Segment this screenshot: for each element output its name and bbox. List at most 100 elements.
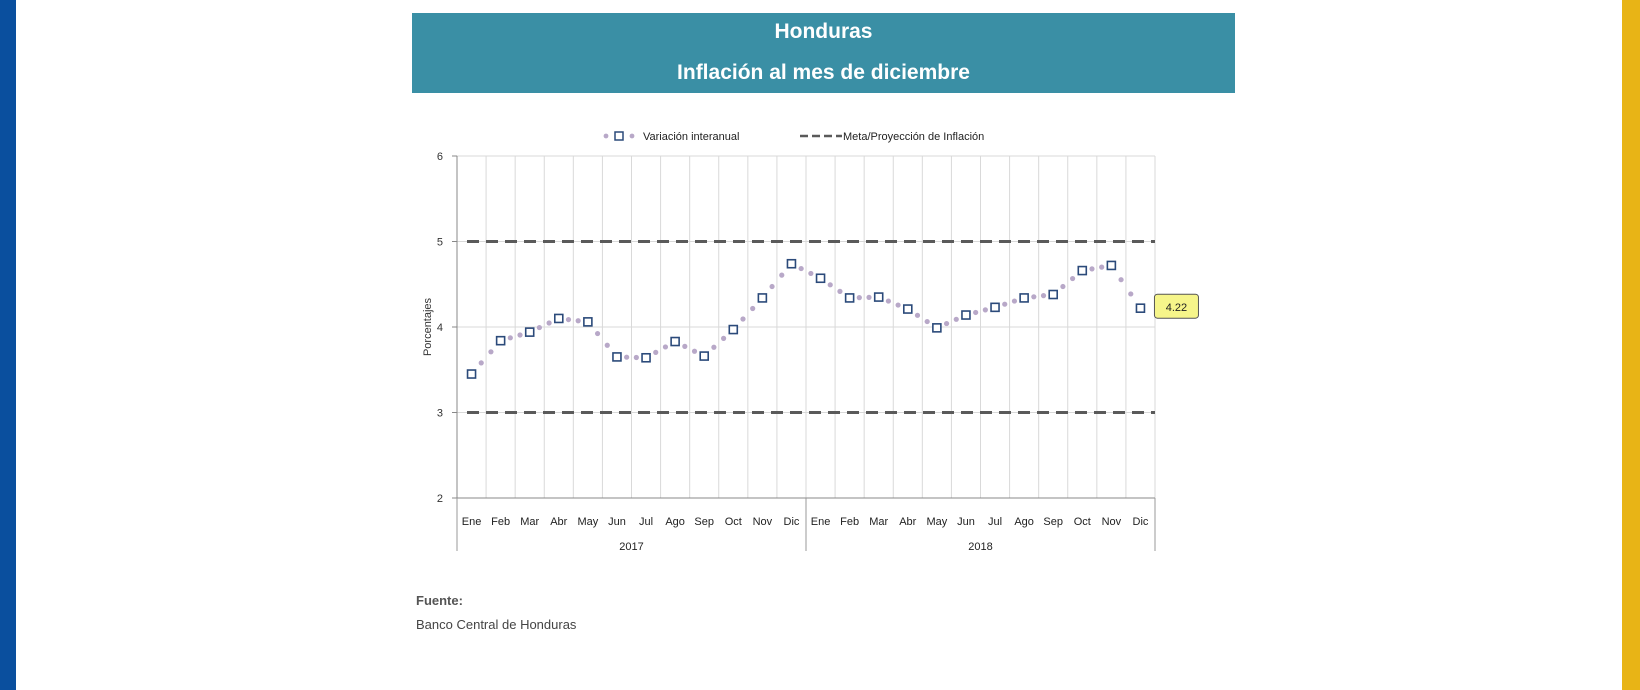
source-text: Banco Central de Honduras	[416, 617, 577, 632]
connector-dot	[1099, 264, 1105, 270]
connector-dot	[624, 354, 630, 360]
connector-dot	[478, 360, 484, 366]
connector-dot	[973, 309, 979, 316]
data-point-marker	[728, 324, 739, 335]
y-tick-label: 3	[437, 408, 443, 420]
x-tick-label: Oct	[725, 516, 742, 528]
connector-dot	[1040, 293, 1047, 299]
connector-dot	[633, 354, 639, 361]
data-point-marker	[1106, 260, 1117, 271]
x-tick-label: Mar	[869, 516, 888, 528]
x-tick-label: Abr	[899, 516, 916, 528]
connector-dot	[720, 335, 727, 341]
data-point-marker	[932, 323, 942, 333]
group-label: 2017	[619, 541, 643, 553]
data-point-marker	[1077, 265, 1088, 276]
connector-dot	[827, 282, 833, 288]
connector-dot	[662, 344, 669, 350]
data-point-marker	[524, 327, 535, 337]
data-point-marker	[990, 302, 1000, 313]
x-tick-label: Abr	[550, 516, 567, 528]
data-point-marker	[961, 310, 971, 320]
legend-dot	[629, 133, 635, 139]
x-tick-label: Mar	[520, 516, 539, 528]
connector-dot	[1060, 283, 1066, 290]
legend-marker-icon	[614, 131, 624, 141]
connector-dot	[575, 318, 581, 324]
x-tick-label: Jun	[608, 516, 626, 528]
x-tick-label: Ago	[1014, 516, 1034, 528]
y-tick-label: 2	[437, 493, 443, 505]
connector-dot	[769, 283, 775, 290]
x-tick-label: Oct	[1074, 516, 1091, 528]
connector-dot	[808, 270, 814, 277]
connector-dot	[604, 342, 610, 348]
left-accent-band	[0, 0, 16, 690]
x-tick-label: Dic	[784, 516, 800, 528]
connector-dot	[517, 332, 523, 338]
data-point-marker	[641, 352, 651, 363]
value-callout-label: 4.22	[1166, 302, 1187, 314]
connector-dot	[1031, 294, 1037, 300]
x-tick-label: Dic	[1133, 516, 1149, 528]
connector-dot	[488, 349, 494, 355]
connector-dot	[798, 265, 804, 272]
connector-dot	[982, 307, 988, 313]
connector-dot	[779, 272, 785, 278]
connector-dot	[594, 330, 601, 337]
data-point-marker	[873, 292, 884, 302]
legend-dot	[603, 133, 609, 139]
value-callout-box	[1153, 293, 1199, 319]
x-tick-label: Nov	[1102, 516, 1122, 528]
connector-dot	[914, 312, 921, 318]
connector-dot	[885, 298, 892, 304]
connector-dot	[866, 294, 872, 300]
x-tick-label: Nov	[753, 516, 773, 528]
connector-dot	[536, 324, 543, 331]
data-point-marker	[1135, 303, 1146, 313]
x-tick-label: Jul	[988, 516, 1002, 528]
connector-dot	[1089, 266, 1095, 272]
connector-dot	[953, 316, 959, 322]
connector-dot	[711, 344, 717, 350]
x-tick-label: Sep	[1043, 516, 1063, 528]
connector-dot	[895, 302, 901, 308]
data-point-marker	[815, 273, 826, 284]
x-tick-label: Ago	[665, 516, 685, 528]
data-point-marker	[757, 293, 768, 303]
chart-header: Honduras Inflación al mes de diciembre	[412, 13, 1235, 93]
connector-dot	[856, 295, 862, 301]
x-tick-label: Feb	[491, 516, 510, 528]
data-point-marker	[844, 293, 855, 303]
connector-dot	[1069, 275, 1076, 282]
source-label: Fuente:	[416, 593, 463, 608]
x-tick-label: Ene	[811, 516, 831, 528]
right-accent-band	[1622, 0, 1640, 690]
data-point-marker	[786, 258, 797, 269]
connector-dot	[546, 320, 552, 326]
x-tick-label: Ene	[462, 516, 482, 528]
connector-dot	[924, 318, 930, 325]
connector-dot	[837, 288, 843, 294]
x-tick-label: Jun	[957, 516, 975, 528]
connector-dot	[750, 305, 756, 312]
data-point-marker	[553, 313, 564, 324]
data-point-marker	[1019, 293, 1029, 303]
legend-label: Variación interanual	[643, 131, 739, 143]
x-tick-label: Jul	[639, 516, 653, 528]
x-tick-label: May	[577, 516, 598, 528]
connector-dot	[507, 335, 513, 341]
data-point-marker	[902, 304, 913, 314]
data-point-marker	[670, 336, 680, 347]
y-tick-label: 5	[437, 237, 443, 249]
group-label: 2018	[968, 541, 992, 553]
connector-dot	[943, 320, 950, 327]
data-point-marker	[466, 369, 477, 379]
connector-dot	[1118, 277, 1124, 283]
header-subtitle: Inflación al mes de diciembre	[677, 61, 970, 84]
data-point-marker	[612, 352, 622, 362]
x-tick-label: May	[926, 516, 947, 528]
data-point-marker	[699, 351, 710, 361]
x-tick-label: Feb	[840, 516, 859, 528]
